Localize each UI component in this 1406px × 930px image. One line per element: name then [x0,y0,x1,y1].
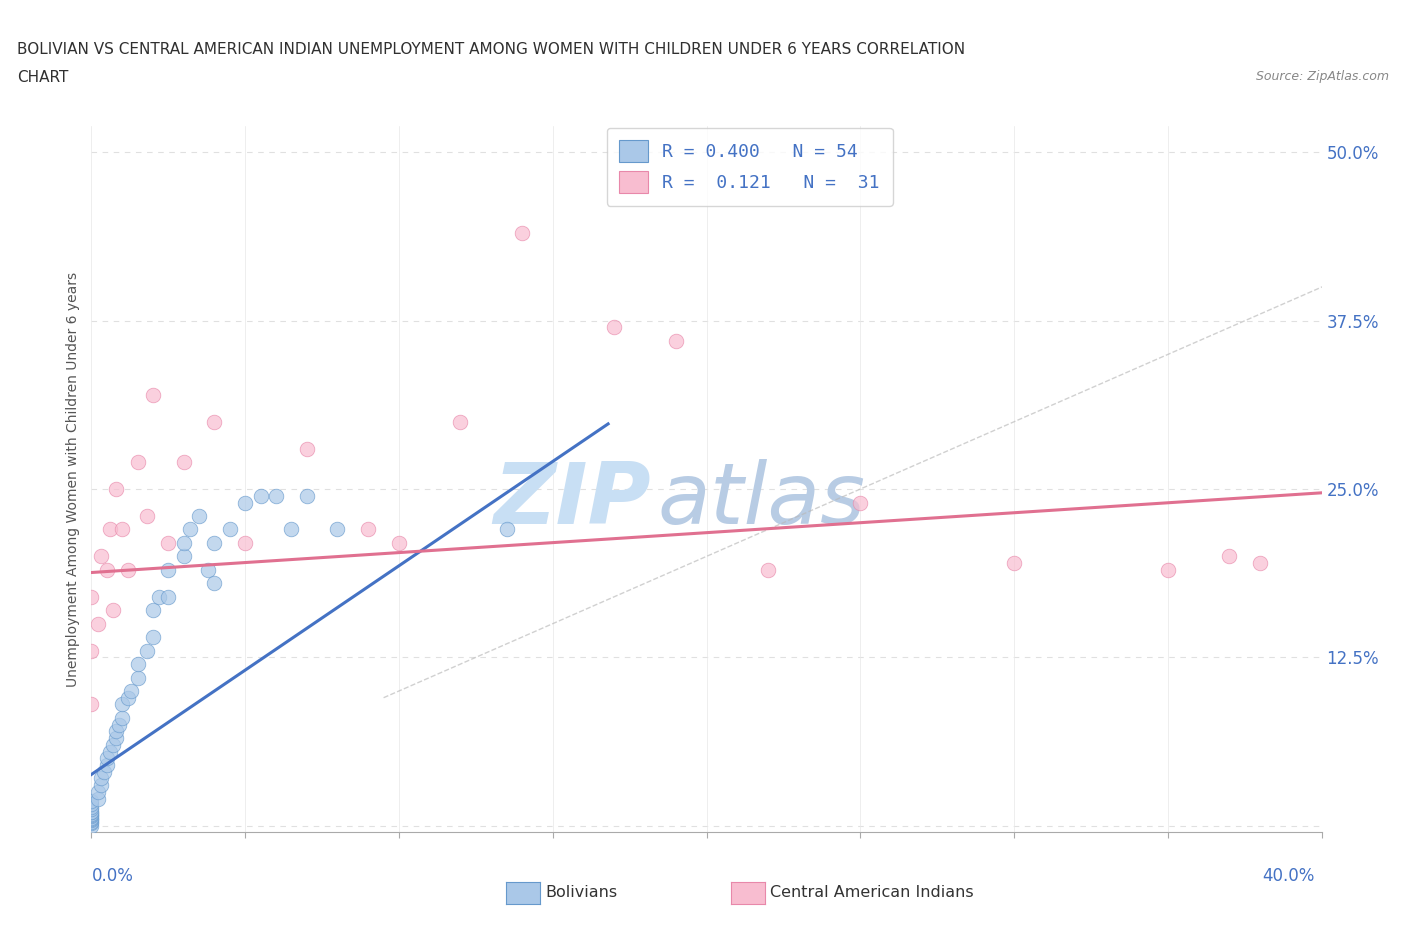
Point [495,522,517,537]
Point [111,522,134,537]
Point [135,509,157,524]
Point [1002,555,1025,570]
Point [1157,563,1180,578]
Point [80,810,103,825]
Point [105,731,127,746]
Point [108,717,131,732]
Point [135,644,157,658]
Point [90,777,112,792]
Text: Bolivians: Bolivians [546,885,617,900]
Point [80,806,103,821]
Point [665,334,688,349]
Point [111,697,134,711]
Point [202,576,225,591]
Point [101,603,124,618]
Text: atlas: atlas [657,458,865,541]
Point [80,804,103,819]
Point [80,816,103,830]
Point [326,522,349,537]
Point [127,671,149,685]
Text: 0.0%: 0.0% [91,867,134,884]
Point [202,414,225,429]
Text: BOLIVIAN VS CENTRAL AMERICAN INDIAN UNEMPLOYMENT AMONG WOMEN WITH CHILDREN UNDER: BOLIVIAN VS CENTRAL AMERICAN INDIAN UNEM… [17,42,965,57]
Point [388,536,411,551]
Point [98,522,121,537]
Point [1249,555,1271,570]
Point [105,482,127,497]
Point [120,684,142,698]
Point [111,711,134,725]
Point [80,814,103,829]
Point [280,522,302,537]
Point [148,590,170,604]
Point [86,785,108,800]
Point [603,320,626,335]
Point [179,522,201,537]
Text: ZIP: ZIP [494,458,651,541]
Point [86,791,108,806]
Point [127,455,149,470]
Point [80,644,103,658]
Y-axis label: Unemployment Among Women with Children Under 6 years: Unemployment Among Women with Children U… [66,272,80,686]
Point [295,488,318,503]
Text: Source: ZipAtlas.com: Source: ZipAtlas.com [1256,70,1389,83]
Point [157,536,180,551]
Point [849,495,872,510]
Point [127,657,149,671]
Point [80,812,103,827]
Point [756,563,779,578]
Point [173,549,195,564]
Point [157,563,180,578]
Point [1218,549,1240,564]
Point [218,522,240,537]
Point [188,509,211,524]
Point [80,797,103,812]
Point [233,495,256,510]
Point [80,802,103,817]
Point [197,563,219,578]
Point [98,744,121,759]
Point [173,455,195,470]
Point [117,563,139,578]
Point [80,590,103,604]
Point [101,737,124,752]
Point [96,563,118,578]
Point [510,226,533,241]
Point [80,799,103,814]
Point [264,488,287,503]
Point [96,751,118,765]
Point [142,630,165,644]
Text: 40.0%: 40.0% [1263,867,1315,884]
Point [142,603,165,618]
Point [105,724,127,738]
Point [93,764,115,779]
Point [80,813,103,828]
Legend: R = 0.400   N = 54, R =  0.121   N =  31: R = 0.400 N = 54, R = 0.121 N = 31 [606,127,893,206]
Point [117,690,139,705]
Point [80,794,103,809]
Point [142,388,165,403]
Text: CHART: CHART [17,70,69,85]
Point [249,488,271,503]
Point [449,414,471,429]
Point [90,771,112,786]
Text: Central American Indians: Central American Indians [770,885,974,900]
Point [357,522,380,537]
Point [86,617,108,631]
Point [295,441,318,456]
Point [80,809,103,824]
Point [80,818,103,833]
Point [157,590,180,604]
Point [233,536,256,551]
Point [173,536,195,551]
Point [90,549,112,564]
Point [80,807,103,822]
Point [80,697,103,711]
Point [80,804,103,819]
Point [202,536,225,551]
Point [96,758,118,773]
